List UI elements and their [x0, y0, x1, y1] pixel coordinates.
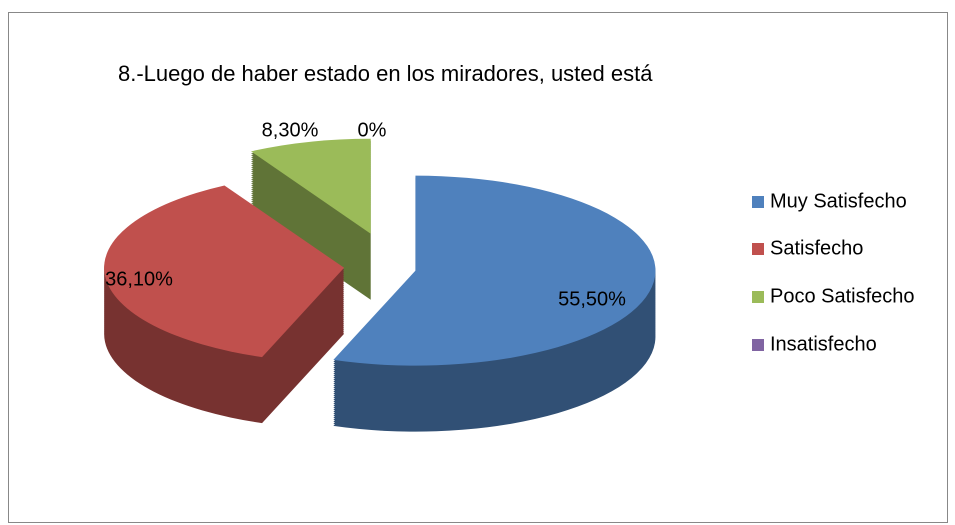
data-label: 36,10%: [105, 268, 173, 290]
slice: [104, 185, 345, 358]
slice: [333, 175, 656, 366]
slice: [251, 138, 371, 234]
legend-swatch: [752, 339, 764, 351]
data-label: 0%: [358, 119, 387, 141]
chart-title: 8.-Luego de haber estado en los miradore…: [118, 61, 653, 86]
data-label: 8,30%: [262, 119, 319, 141]
legend-label: Muy Satisfecho: [770, 190, 907, 212]
data-label: 55,50%: [558, 288, 626, 310]
legend-swatch: [752, 196, 764, 208]
legend-swatch: [752, 291, 764, 303]
legend-swatch: [752, 243, 764, 255]
legend-label: Insatisfecho: [770, 333, 877, 355]
legend-label: Satisfecho: [770, 237, 863, 259]
legend-label: Poco Satisfecho: [770, 285, 915, 307]
